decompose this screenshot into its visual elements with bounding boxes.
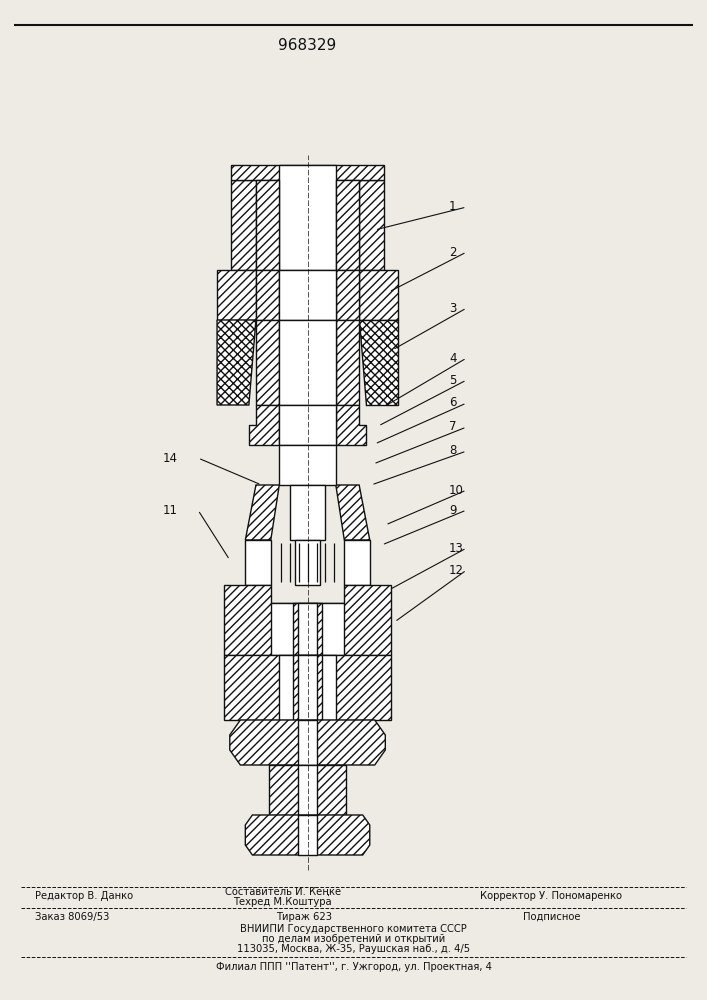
Bar: [298, 603, 317, 655]
Bar: [298, 720, 317, 765]
Polygon shape: [359, 270, 398, 320]
Polygon shape: [336, 320, 359, 405]
Text: 8: 8: [449, 444, 456, 458]
Polygon shape: [217, 270, 256, 320]
Text: Филиал ППП ''Патент'', г. Ужгород, ул. Проектная, 4: Филиал ППП ''Патент'', г. Ужгород, ул. П…: [216, 962, 491, 972]
Polygon shape: [231, 180, 256, 270]
Text: 968329: 968329: [279, 37, 337, 52]
Text: по делам изобретений и открытий: по делам изобретений и открытий: [262, 934, 445, 944]
Text: 11: 11: [163, 504, 177, 516]
Text: 113035, Москва, Ж-35, Раушская наб., д. 4/5: 113035, Москва, Ж-35, Раушская наб., д. …: [237, 944, 470, 954]
Bar: [293, 603, 322, 655]
Text: Составитель И. Кеңке: Составитель И. Кеңке: [225, 887, 341, 897]
Text: Подписное: Подписное: [522, 912, 580, 922]
Bar: [279, 445, 336, 485]
Bar: [271, 603, 344, 655]
Bar: [279, 405, 336, 445]
Polygon shape: [336, 270, 359, 320]
Polygon shape: [269, 765, 346, 815]
Text: 6: 6: [449, 396, 457, 410]
Text: Техред М.Коштура: Техред М.Коштура: [233, 897, 332, 907]
Polygon shape: [224, 585, 391, 655]
Bar: [290, 485, 325, 540]
Polygon shape: [256, 320, 279, 405]
Bar: [279, 270, 336, 320]
Text: 14: 14: [163, 452, 177, 464]
Text: 12: 12: [449, 564, 464, 576]
Bar: [279, 165, 336, 270]
Polygon shape: [249, 405, 279, 445]
Polygon shape: [231, 165, 384, 180]
Polygon shape: [245, 540, 271, 585]
Text: Заказ 8069/53: Заказ 8069/53: [35, 912, 110, 922]
Polygon shape: [336, 405, 366, 445]
Text: 4: 4: [449, 352, 457, 364]
Text: 2: 2: [449, 245, 457, 258]
Text: 13: 13: [449, 542, 464, 554]
Bar: [298, 815, 317, 855]
Polygon shape: [359, 180, 384, 270]
Text: 10: 10: [449, 484, 464, 496]
Polygon shape: [217, 320, 256, 405]
Polygon shape: [256, 180, 279, 270]
Polygon shape: [245, 815, 370, 855]
Polygon shape: [359, 320, 398, 405]
Text: 9: 9: [449, 504, 457, 516]
Text: 5: 5: [449, 373, 456, 386]
Text: ВНИИПИ Государственного комитета СССР: ВНИИПИ Государственного комитета СССР: [240, 924, 467, 934]
Polygon shape: [336, 180, 359, 270]
Polygon shape: [336, 485, 370, 540]
Polygon shape: [256, 270, 279, 320]
Bar: [279, 655, 336, 720]
Text: Тираж 623: Тираж 623: [276, 912, 332, 922]
Text: 1: 1: [449, 200, 457, 214]
Bar: [298, 765, 317, 815]
Text: 7: 7: [449, 420, 457, 434]
Text: Редактор В. Данко: Редактор В. Данко: [35, 891, 134, 901]
Polygon shape: [245, 485, 279, 540]
Bar: [298, 655, 317, 720]
Polygon shape: [344, 540, 370, 585]
Polygon shape: [230, 720, 385, 765]
Text: 3: 3: [449, 302, 456, 314]
Text: Корректор У. Пономаренко: Корректор У. Пономаренко: [481, 891, 622, 901]
Bar: [279, 320, 336, 405]
Polygon shape: [224, 655, 391, 720]
Bar: [293, 655, 322, 720]
Bar: [295, 540, 320, 585]
